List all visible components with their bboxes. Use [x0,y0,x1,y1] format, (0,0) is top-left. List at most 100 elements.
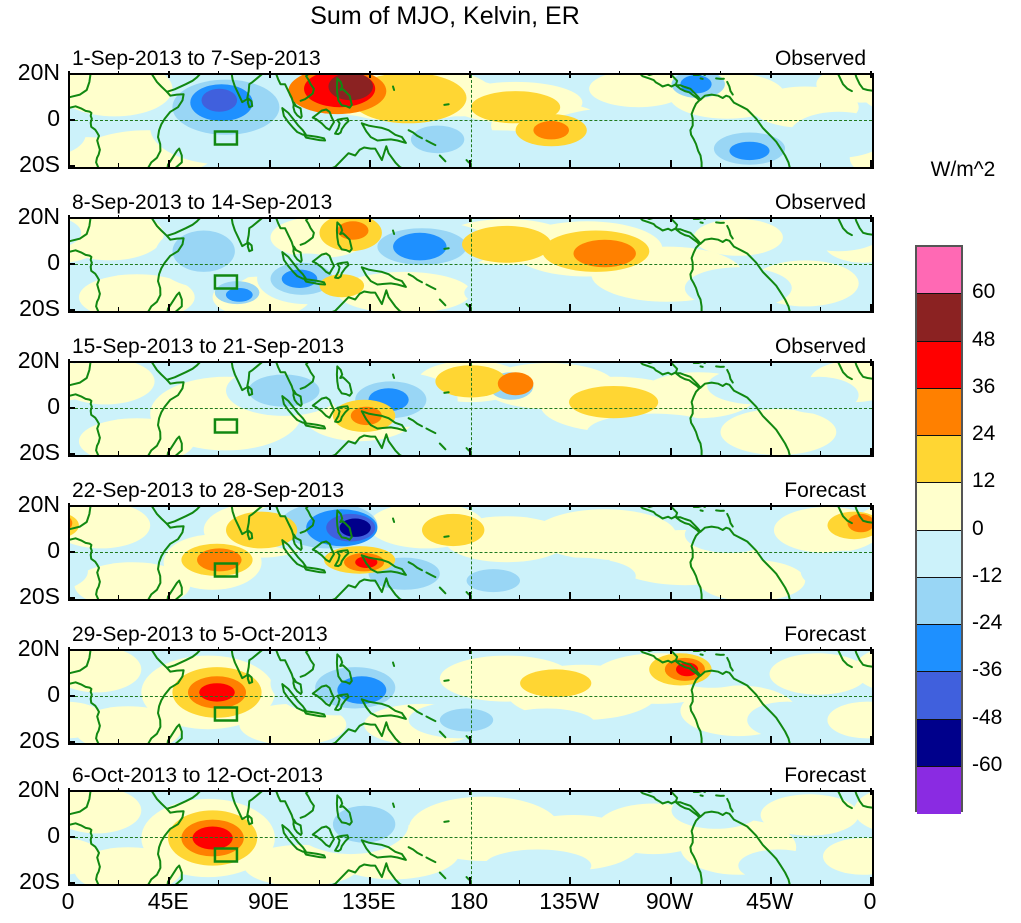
colorbar-band[interactable] [917,294,961,342]
x-axis-tick [519,595,521,599]
colorbar-band[interactable] [917,766,961,814]
map-panel[interactable] [68,73,874,169]
x-axis-tick [669,503,672,510]
map-panel[interactable] [68,361,874,457]
x-axis-tick [619,788,621,792]
map-field [70,651,872,743]
map-panel[interactable] [68,505,874,601]
anomaly-field [70,507,872,599]
x-axis-tick [318,788,320,792]
colorbar-tick-label: 36 [972,374,996,398]
x-axis-tick [218,880,220,884]
x-axis-tick [318,739,320,743]
x-axis-tick [68,160,70,167]
y-axis-label: 0 [47,249,60,275]
x-axis-tick [168,448,171,455]
x-axis-tick [118,739,120,743]
panel-date-range: 22-Sep-2013 to 28-Sep-2013 [72,479,345,502]
x-axis-tick [318,71,320,75]
x-axis-tick [268,647,271,654]
x-axis-tick [418,880,420,884]
colorbar-tick-label: 48 [972,327,996,351]
x-axis-tick [368,736,371,743]
x-axis-tick [469,304,471,311]
x-axis-tick [68,592,70,599]
x-axis-tick [118,215,120,219]
x-axis-tick [168,736,171,743]
x-axis-tick [118,163,120,167]
y-axis-label: 20N [17,776,60,802]
x-axis-tick [719,451,721,455]
colorbar-band[interactable] [917,436,961,484]
x-axis-tick [619,307,621,311]
x-axis-tick [469,503,471,510]
map-panel[interactable] [68,217,874,313]
y-axis-tick [68,741,75,743]
x-axis-tick [418,788,420,792]
panel-kind-label: Observed [774,47,866,70]
colorbar-band[interactable] [917,672,961,720]
x-axis-tick [418,359,420,363]
dateline-line [471,792,472,884]
x-axis-tick [569,448,572,455]
y-axis-label: 20S [19,151,60,177]
x-axis-tick [619,739,621,743]
map-panel[interactable] [68,649,874,745]
x-axis-tick [519,739,521,743]
x-axis-tick [368,788,371,795]
x-axis-tick [669,304,672,311]
colorbar-band[interactable] [917,625,961,673]
x-axis-tick [469,736,471,743]
x-axis-tick [719,503,721,507]
y-axis-tick [68,407,75,409]
x-axis-tick [569,647,572,654]
x-axis-tick [268,160,271,167]
colorbar-tick-label: -12 [972,563,1003,587]
x-axis-tick [118,788,120,792]
colorbar-band[interactable] [917,247,961,295]
x-axis-tick [669,448,672,455]
y-axis-label: 20N [17,635,60,661]
colorbar[interactable] [915,245,963,814]
colorbar-band[interactable] [917,483,961,531]
colorbar-band[interactable] [917,530,961,578]
x-axis-tick [519,503,521,507]
colorbar-band[interactable] [917,719,961,767]
x-axis-tick [870,304,872,311]
x-axis-tick [68,304,70,311]
y-axis-tick [68,73,75,75]
map-panel[interactable] [68,790,874,886]
x-axis-tick [519,307,521,311]
colorbar-band[interactable] [917,577,961,625]
x-axis-tick [669,160,672,167]
colorbar-tick-label: 60 [972,280,996,304]
x-axis-tick [268,736,271,743]
x-axis-tick [469,592,471,599]
x-axis-tick [569,71,572,78]
x-axis-tick [519,788,521,792]
x-axis-tick [719,595,721,599]
y-axis-label: 20N [17,491,60,517]
x-axis-tick [719,880,721,884]
x-axis-tick [418,739,420,743]
map-field [70,219,872,311]
x-axis-label: 0 [863,888,877,914]
map-field [70,792,872,884]
x-axis-tick [368,503,371,510]
x-axis-tick [769,160,772,167]
x-axis-tick [619,595,621,599]
x-axis-tick [268,448,271,455]
x-axis-tick [769,877,772,884]
y-axis-label: 0 [47,537,60,563]
x-axis-label: 45W [746,888,794,914]
x-axis-tick [719,788,721,792]
anomaly-field [70,219,872,311]
x-axis-tick [819,739,821,743]
colorbar-band[interactable] [917,388,961,436]
dateline-line [471,651,472,743]
x-axis-tick [218,451,220,455]
y-axis-tick [68,505,75,507]
x-axis-tick [168,304,171,311]
x-axis-tick [218,788,220,792]
colorbar-band[interactable] [917,341,961,389]
